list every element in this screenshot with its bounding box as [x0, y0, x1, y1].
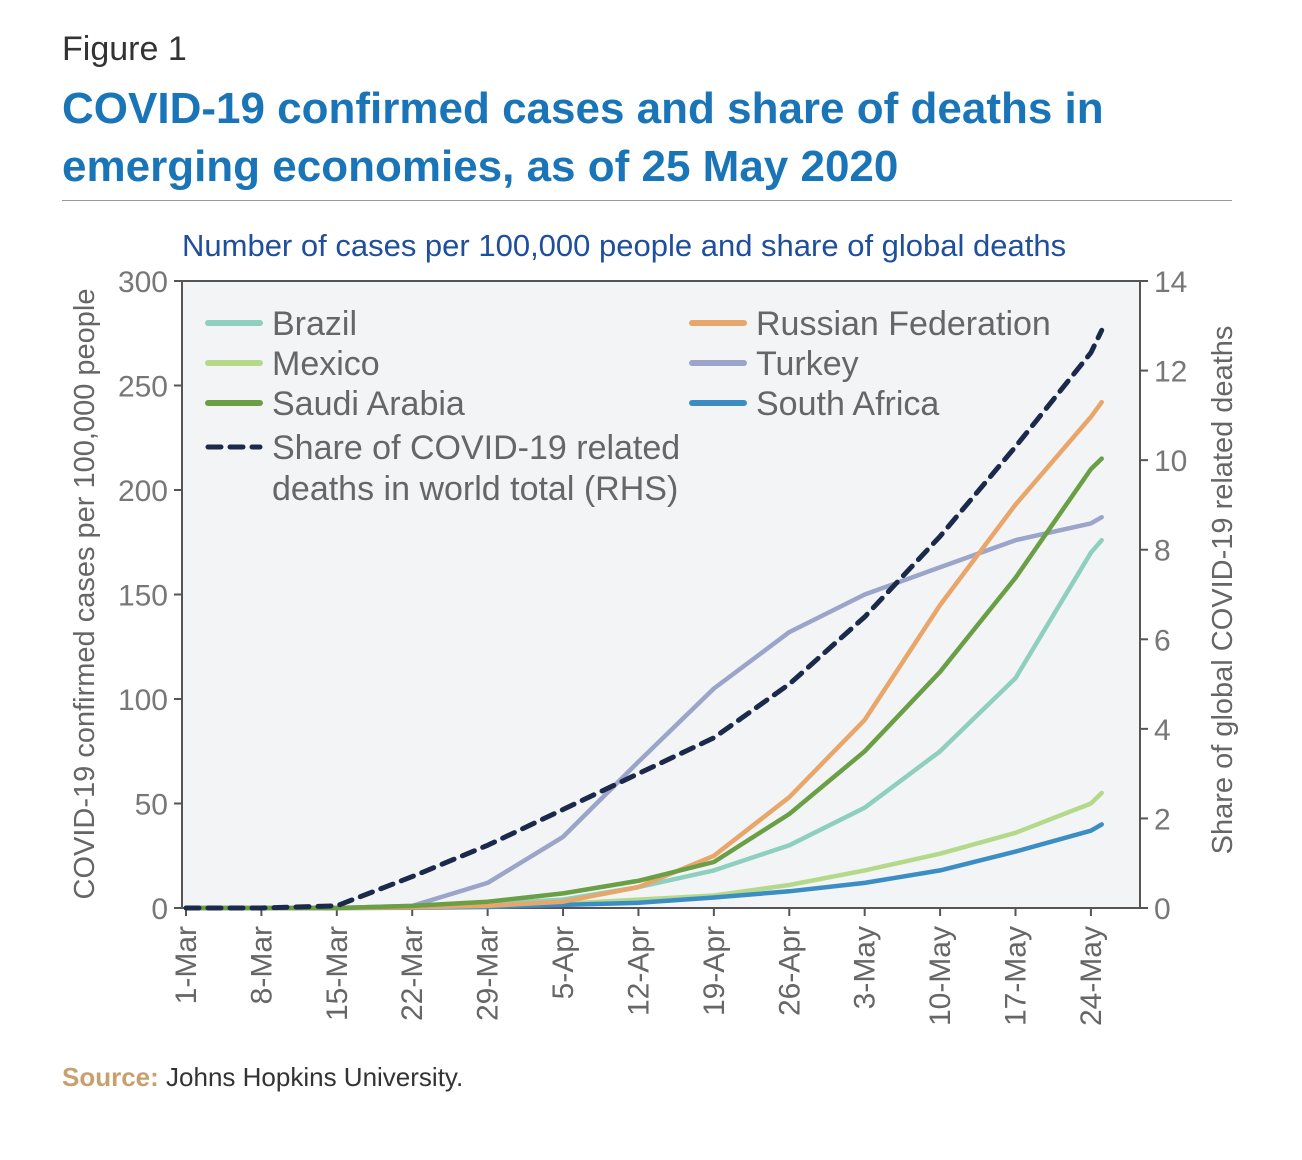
- y-axis-title: COVID-19 confirmed cases per 100,000 peo…: [69, 289, 101, 900]
- series-layer: [183, 327, 1105, 911]
- y2-tick-label: 10: [1154, 445, 1187, 478]
- y2-tick-label: 12: [1154, 356, 1187, 389]
- legend-label: Share of COVID-19 related deaths in world…: [272, 429, 680, 508]
- plot-area: [181, 280, 1141, 909]
- y-tick-label: 250: [118, 371, 168, 404]
- x-tick-label: 15-Mar: [321, 926, 354, 1021]
- x-tick-label: 29-Mar: [472, 926, 505, 1021]
- x-tick-label: 24-May: [1075, 926, 1108, 1026]
- legend-label: Russian Federation: [756, 305, 1051, 343]
- x-tick-label: 12-Apr: [622, 926, 655, 1016]
- y2-tick-label: 0: [1154, 893, 1171, 926]
- y-tick-label: 150: [118, 580, 168, 613]
- legend-label: South Africa: [756, 385, 939, 423]
- series-line-share-of-covid-19-related-deaths-in-world-total-rhs: [183, 327, 1105, 911]
- y2-tick-label: 6: [1154, 624, 1171, 657]
- chart-subtitle: Number of cases per 100,000 people and s…: [182, 228, 1067, 263]
- source-note: Source: Johns Hopkins University.: [62, 1062, 463, 1093]
- source-text: Johns Hopkins University.: [158, 1062, 464, 1092]
- y-tick-label: 200: [118, 475, 168, 508]
- y-tick-label: 300: [118, 266, 168, 299]
- y-tick-label: 50: [135, 789, 168, 822]
- x-tick-label: 8-Mar: [245, 926, 278, 1004]
- y2-axis-title: Share of global COVID-19 related deaths: [1207, 326, 1239, 855]
- legend-label: Brazil: [272, 305, 357, 343]
- y2-tick-label: 14: [1154, 266, 1187, 299]
- legend-label: Mexico: [272, 345, 380, 383]
- x-tick-label: 10-May: [924, 926, 957, 1026]
- legend-label: Saudi Arabia: [272, 385, 465, 423]
- x-tick-label: 5-Apr: [547, 926, 580, 999]
- figure-title: COVID-19 confirmed cases and share of de…: [62, 84, 1104, 191]
- x-tick-label: 26-Apr: [773, 926, 806, 1016]
- series-line-saudi-arabia: [183, 456, 1104, 911]
- x-tick-label: 1-Mar: [170, 926, 203, 1004]
- y-tick-label: 100: [118, 684, 168, 717]
- x-tick-label: 22-Mar: [396, 926, 429, 1021]
- source-label: Source:: [62, 1062, 159, 1092]
- figure-label: Figure 1: [62, 30, 187, 68]
- axes-layer: 0 50 100 150 200 250 300 0 2 4 6 8 10 12 14 1-Mar 8-Mar 1…: [118, 266, 1187, 1026]
- y2-tick-label: 4: [1154, 714, 1171, 747]
- x-tick-label: 19-Apr: [698, 926, 731, 1016]
- x-tick-label: 17-May: [1000, 926, 1033, 1026]
- title-divider: [62, 200, 1232, 201]
- x-tick-label: 3-May: [849, 926, 882, 1009]
- legend-label: Turkey: [756, 345, 859, 383]
- y-tick-label: 0: [151, 893, 168, 926]
- y2-tick-label: 8: [1154, 535, 1171, 568]
- y2-tick-label: 2: [1154, 803, 1171, 836]
